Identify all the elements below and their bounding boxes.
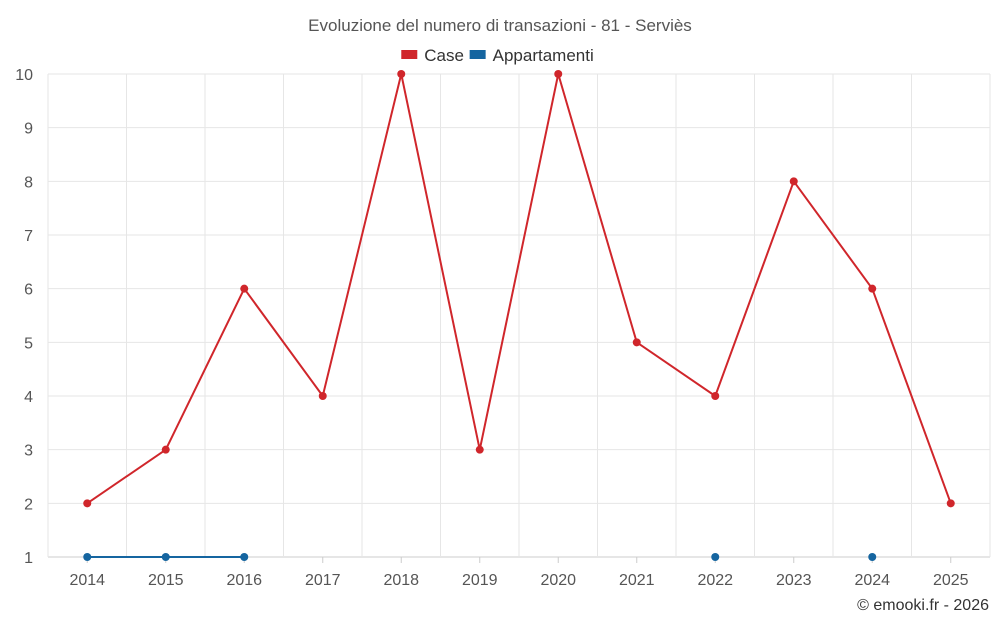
x-tick-label-2021: 2021 xyxy=(619,572,655,589)
y-tick-label-3: 3 xyxy=(24,443,33,460)
x-tick-label-2023: 2023 xyxy=(776,572,812,589)
data-point-appartamenti-2014 xyxy=(83,553,92,561)
y-tick-label-10: 10 xyxy=(15,67,33,84)
x-tick-label-2015: 2015 xyxy=(148,572,184,589)
y-tick-label-1: 1 xyxy=(24,550,33,567)
x-tick-label-2016: 2016 xyxy=(226,572,262,589)
y-axis: 1 2 3 4 5 6 7 8 9 10 xyxy=(15,67,33,567)
data-point-case-2016 xyxy=(240,284,249,293)
data-point-case-2019 xyxy=(475,445,484,454)
data-point-case-2017 xyxy=(318,392,327,400)
chart-title: Evoluzione del numero di transazioni - 8… xyxy=(308,16,692,35)
legend-label-appartamenti: Appartamenti xyxy=(493,46,594,65)
x-tick-label-2025: 2025 xyxy=(933,572,969,589)
series-line-case-0 xyxy=(86,73,952,505)
data-point-appartamenti-2024 xyxy=(868,553,877,561)
y-tick-label-5: 5 xyxy=(24,335,33,352)
series-case xyxy=(83,70,955,508)
data-point-case-2024 xyxy=(868,284,877,293)
gridlines xyxy=(47,73,991,558)
legend-swatch-appartamenti xyxy=(469,50,486,59)
credit: © emooki.fr - 2026 xyxy=(857,597,989,614)
data-point-appartamenti-2022 xyxy=(711,553,720,561)
data-point-case-2022 xyxy=(711,392,720,400)
data-point-appartamenti-2015 xyxy=(161,553,170,561)
data-point-appartamenti-2016 xyxy=(240,553,249,561)
series-group xyxy=(83,70,955,561)
y-tick-label-7: 7 xyxy=(24,228,33,245)
y-tick-label-8: 8 xyxy=(24,174,33,191)
x-tick-label-2014: 2014 xyxy=(69,572,105,589)
legend: Case Appartamenti xyxy=(401,46,594,65)
data-point-case-2023 xyxy=(789,177,798,186)
x-tick-label-2022: 2022 xyxy=(697,572,733,589)
data-point-case-2020 xyxy=(554,70,563,78)
legend-swatch-case xyxy=(401,50,418,59)
x-axis: 2014 2015 2016 2017 2018 2019 2020 2021 2022 2023… xyxy=(69,557,969,589)
data-point-case-2015 xyxy=(161,445,170,454)
x-tick-label-2024: 2024 xyxy=(854,572,890,589)
y-tick-label-9: 9 xyxy=(24,121,33,138)
y-tick-label-2: 2 xyxy=(24,496,33,513)
x-tick-label-2017: 2017 xyxy=(305,572,341,589)
data-point-case-2021 xyxy=(632,338,641,347)
data-point-case-2025 xyxy=(946,499,955,508)
x-tick-label-2020: 2020 xyxy=(540,572,576,589)
x-tick-label-2018: 2018 xyxy=(383,572,419,589)
data-point-case-2014 xyxy=(83,499,92,508)
x-tick-label-2019: 2019 xyxy=(462,572,498,589)
series-appartamenti xyxy=(83,553,877,561)
legend-label-case: Case xyxy=(424,46,464,65)
data-point-case-2018 xyxy=(397,70,406,78)
y-tick-label-4: 4 xyxy=(24,389,33,406)
y-tick-label-6: 6 xyxy=(24,282,33,299)
